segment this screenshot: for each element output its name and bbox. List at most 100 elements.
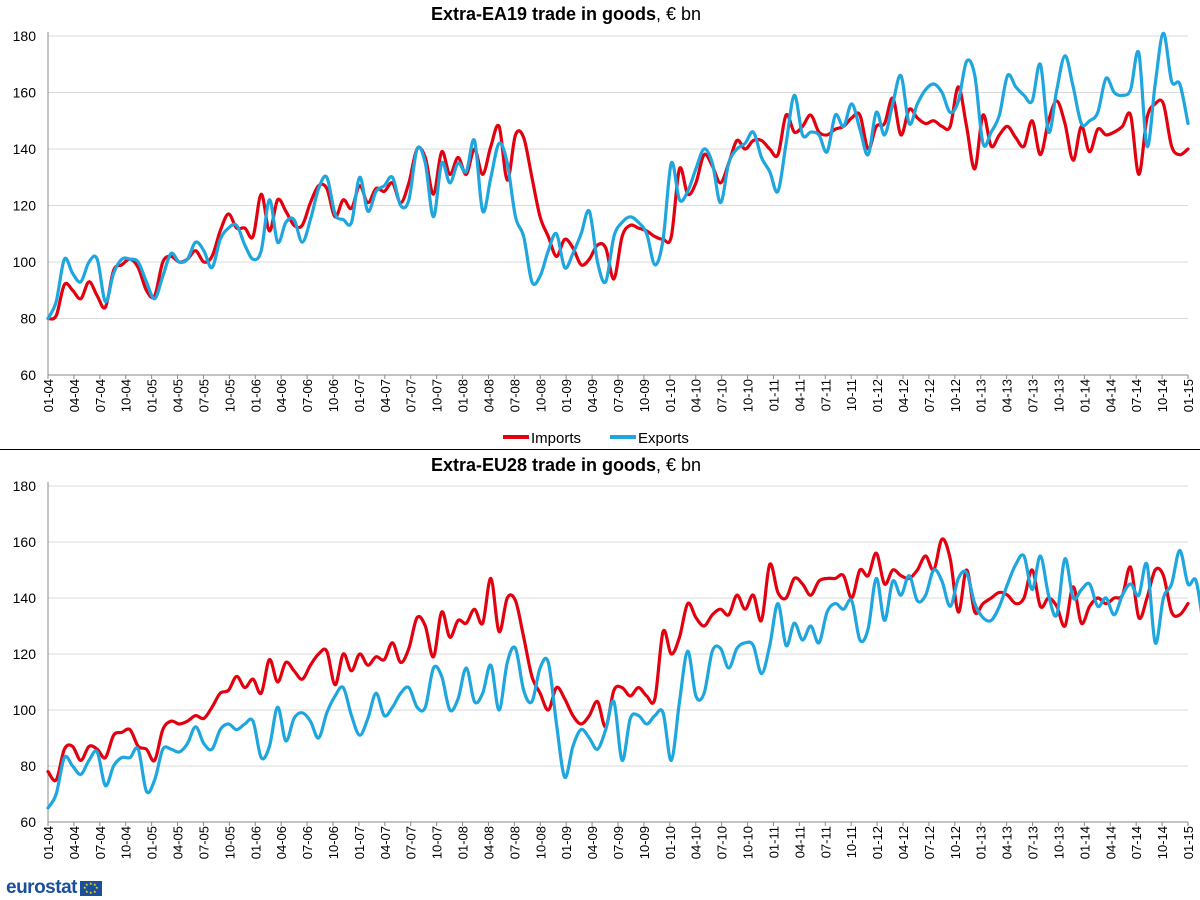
x-tick-label: 01-09 xyxy=(559,826,574,859)
x-tick-label: 04-07 xyxy=(378,379,393,412)
y-tick-label: 80 xyxy=(20,758,36,774)
x-tick-label: 10-11 xyxy=(844,379,859,411)
x-tick-label: 07-08 xyxy=(507,826,522,859)
x-tick-label: 07-12 xyxy=(922,826,937,859)
chart-title-suffix: , € bn xyxy=(656,455,701,475)
x-tick-label: 01-15 xyxy=(1181,826,1196,859)
x-tick-label: 04-12 xyxy=(896,826,911,859)
x-tick-label: 01-15 xyxy=(1181,379,1196,412)
y-tick-label: 140 xyxy=(13,590,37,606)
x-tick-label: 01-04 xyxy=(41,379,56,412)
y-tick-label: 60 xyxy=(20,367,36,383)
x-tick-label: 10-08 xyxy=(533,826,548,859)
x-tick-label: 07-13 xyxy=(1026,826,1041,859)
series-line-exports xyxy=(46,31,1190,321)
series-line-imports xyxy=(46,85,1190,321)
x-tick-label: 04-06 xyxy=(274,826,289,859)
x-tick-label: 07-08 xyxy=(507,379,522,412)
x-tick-label: 04-13 xyxy=(1000,826,1015,859)
x-tick-label: 01-06 xyxy=(248,379,263,412)
x-tick-label: 10-13 xyxy=(1051,379,1066,412)
x-tick-label: 01-06 xyxy=(248,826,263,859)
chart-extra-ea19: Extra-EA19 trade in goods, € bn 60 80 100 12… xyxy=(13,4,1196,412)
x-tick-label: 01-11 xyxy=(766,379,781,411)
x-tick-label: 01-08 xyxy=(456,379,471,412)
x-tick-label: 10-05 xyxy=(222,379,237,412)
x-tick-label: 10-14 xyxy=(1155,826,1170,859)
x-tick-label: 04-04 xyxy=(67,379,82,412)
x-tick-label: 04-14 xyxy=(1103,379,1118,412)
chart-extra-eu28: Extra-EU28 trade in goods, € bn 60 80 100 12… xyxy=(13,455,1200,859)
y-tick-label: 180 xyxy=(13,478,37,494)
x-tick-label: 01-11 xyxy=(766,826,781,858)
x-tick-label: 07-10 xyxy=(715,379,730,412)
y-tick-label: 140 xyxy=(13,141,37,157)
x-tick-label: 07-05 xyxy=(196,826,211,859)
x-tick-label: 04-05 xyxy=(171,379,186,412)
x-tick-label: 01-13 xyxy=(974,379,989,412)
x-tick-label: 10-06 xyxy=(326,826,341,859)
y-tick-label: 160 xyxy=(13,534,37,550)
x-tick-label: 04-14 xyxy=(1103,826,1118,859)
x-tick-label: 07-07 xyxy=(404,379,419,412)
x-tick-label: 10-11 xyxy=(844,826,859,858)
x-tick-label: 10-12 xyxy=(948,826,963,859)
x-tick-label: 10-14 xyxy=(1155,379,1170,412)
legend-exports-label: Exports xyxy=(638,430,689,447)
y-tick-label: 100 xyxy=(13,702,37,718)
x-tick-label: 07-11 xyxy=(818,379,833,411)
x-tick-label: 07-05 xyxy=(196,379,211,412)
x-tick-label: 10-07 xyxy=(430,379,445,412)
x-tick-label: 07-13 xyxy=(1026,379,1041,412)
chart-title-main: Extra-EA19 trade in goods xyxy=(431,4,656,24)
x-tick-label: 07-09 xyxy=(611,826,626,859)
x-tick-label: 04-07 xyxy=(378,826,393,859)
x-tick-label: 04-10 xyxy=(689,379,704,412)
x-tick-label: 01-07 xyxy=(352,379,367,412)
chart-title: Extra-EA19 trade in goods, € bn xyxy=(431,4,701,24)
eu-flag-icon: ★ ★ ★ ★ ★ ★ ★ ★ xyxy=(79,880,102,896)
y-tick-label: 120 xyxy=(13,646,37,662)
logo-text: eurostat xyxy=(6,877,77,898)
x-tick-label: 10-13 xyxy=(1051,826,1066,859)
x-tick-label: 07-09 xyxy=(611,379,626,412)
chart-title: Extra-EU28 trade in goods, € bn xyxy=(431,455,701,475)
x-tick-label: 10-09 xyxy=(637,379,652,412)
x-tick-label: 10-09 xyxy=(637,826,652,859)
x-tick-label: 07-14 xyxy=(1129,826,1144,859)
x-tick-label: 01-04 xyxy=(41,826,56,859)
series-line-imports xyxy=(46,537,1190,783)
x-tick-label: 04-10 xyxy=(689,826,704,859)
eurostat-logo: eurostat ★ ★ ★ ★ ★ ★ ★ ★ xyxy=(6,877,102,898)
x-tick-label: 10-05 xyxy=(222,826,237,859)
y-tick-label: 80 xyxy=(20,311,36,327)
x-tick-label: 04-11 xyxy=(792,379,807,411)
x-tick-label: 10-10 xyxy=(741,826,756,859)
chart-title-main: Extra-EU28 trade in goods xyxy=(431,455,656,475)
x-tick-label: 04-04 xyxy=(67,826,82,859)
x-tick-label: 04-08 xyxy=(481,826,496,859)
x-tick-label: 01-13 xyxy=(974,826,989,859)
x-tick-label: 07-04 xyxy=(93,826,108,859)
y-tick-label: 180 xyxy=(13,28,37,44)
y-tick-label: 60 xyxy=(20,814,36,830)
x-tick-label: 10-04 xyxy=(119,826,134,859)
x-tick-label: 10-04 xyxy=(119,379,134,412)
x-tick-label: 07-06 xyxy=(300,379,315,412)
x-tick-label: 04-12 xyxy=(896,379,911,412)
x-tick-label: 04-05 xyxy=(171,826,186,859)
x-tick-label: 01-10 xyxy=(663,379,678,412)
x-tick-label: 01-08 xyxy=(456,826,471,859)
legend-imports-label: Imports xyxy=(531,430,581,447)
x-tick-label: 10-08 xyxy=(533,379,548,412)
chart-title-suffix: , € bn xyxy=(656,4,701,24)
x-tick-label: 01-14 xyxy=(1077,379,1092,412)
x-tick-label: 01-14 xyxy=(1077,826,1092,859)
x-tick-label: 04-11 xyxy=(792,826,807,858)
x-tick-label: 04-09 xyxy=(585,379,600,412)
x-tick-label: 10-07 xyxy=(430,826,445,859)
x-tick-label: 10-06 xyxy=(326,379,341,412)
y-tick-label: 160 xyxy=(13,85,37,101)
x-tick-label: 07-06 xyxy=(300,826,315,859)
